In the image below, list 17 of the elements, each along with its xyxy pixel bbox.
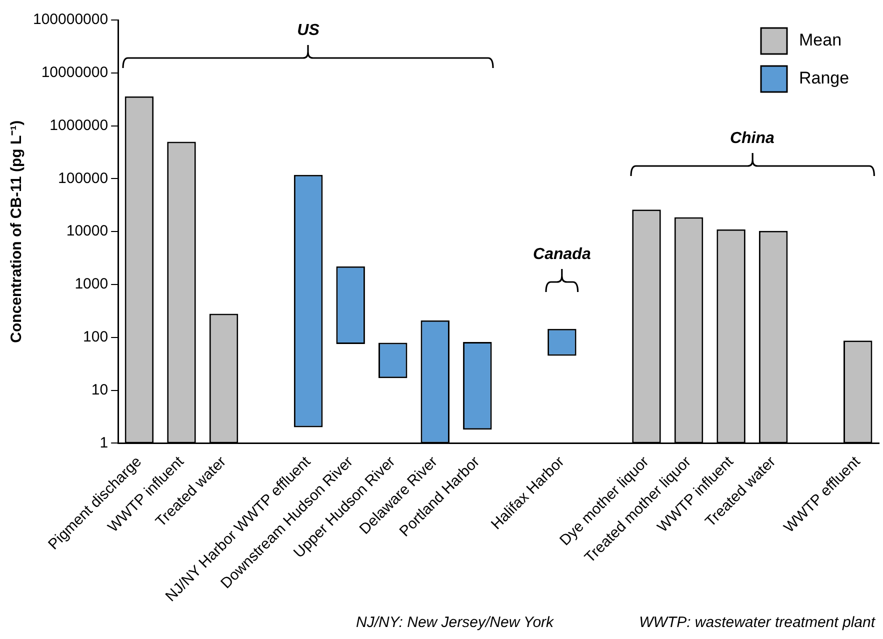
annotation: US	[297, 22, 320, 40]
y-tick-label: 100000000	[32, 11, 108, 28]
y-tick-label: 100000	[58, 170, 108, 187]
text: NJ/NY: New Jersey/New York	[356, 614, 554, 631]
y-tick-label: 100	[83, 328, 108, 346]
y-axis-title: Concentration of CB-11 (pg L⁻¹)	[8, 120, 26, 343]
y-tick-label: 10	[91, 381, 108, 398]
y-tick-label: 1	[100, 434, 108, 452]
annotation: China	[730, 130, 774, 148]
text: WWTP: wastewater treatment plant	[639, 614, 875, 631]
annotation: Canada	[533, 246, 591, 264]
y-tick-label: 10000000	[41, 64, 108, 82]
legend-label: Range	[799, 68, 850, 88]
y-tick-label: 1000	[74, 276, 108, 293]
y-tick-label: 1000000	[50, 116, 108, 134]
legend-label: Mean	[799, 30, 842, 50]
y-tick-label: 10000	[66, 222, 108, 240]
